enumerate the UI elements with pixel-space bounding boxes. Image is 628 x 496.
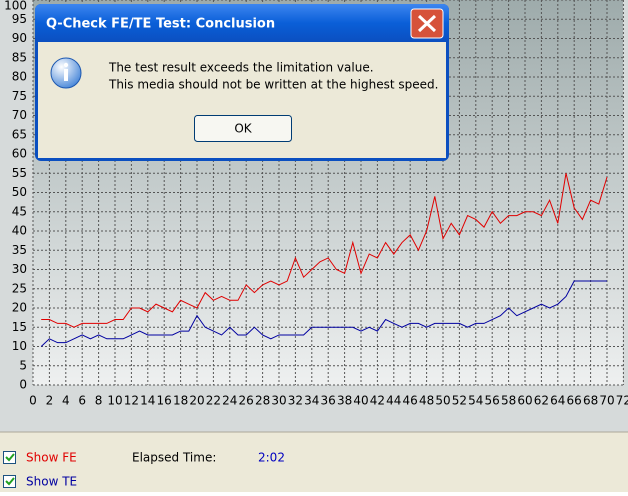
- x-tick-label: 46: [403, 394, 418, 408]
- ok-button[interactable]: OK: [194, 115, 292, 142]
- x-tick-label: 50: [435, 394, 450, 408]
- y-tick-label: 65: [12, 127, 27, 141]
- y-tick-label: 100: [4, 0, 27, 13]
- button-box[interactable]: [194, 115, 292, 142]
- y-tick-label: 50: [12, 185, 27, 199]
- close-icon: [417, 14, 437, 33]
- checkbox[interactable]: [3, 475, 16, 488]
- y-tick-label: 60: [12, 147, 27, 161]
- y-tick-label: 95: [12, 12, 27, 26]
- x-tick-label: 62: [534, 394, 549, 408]
- x-tick-label: 48: [419, 394, 434, 408]
- y-tick-label: 40: [12, 224, 27, 238]
- info-icon: [50, 57, 82, 89]
- dialog-title: Q-Check FE/TE Test: Conclusion: [46, 17, 275, 32]
- y-tick-label: 90: [12, 31, 27, 45]
- info-dot: [63, 62, 69, 68]
- y-tick-label: 0: [19, 378, 27, 392]
- x-tick-label: 20: [189, 394, 204, 408]
- dialog-message: The test result exceeds the limitation v…: [108, 61, 374, 75]
- dialog: Q-Check FE/TE Test: Conclusion The test …: [35, 4, 449, 161]
- elapsed-label: Elapsed Time:: [132, 451, 216, 465]
- elapsed-value: 2:02: [258, 451, 285, 465]
- title-bar: [35, 4, 449, 42]
- x-tick-label: 32: [288, 394, 303, 408]
- x-tick-label: 34: [304, 394, 319, 408]
- x-tick-label: 72: [616, 394, 628, 408]
- x-tick-label: 40: [353, 394, 368, 408]
- x-tick-label: 22: [206, 394, 221, 408]
- x-tick-label: 16: [157, 394, 172, 408]
- x-tick-label: 38: [337, 394, 352, 408]
- button-label[interactable]: OK: [234, 122, 252, 136]
- y-tick-label: 35: [12, 243, 27, 257]
- y-tick-label: 45: [12, 204, 27, 218]
- x-tick-label: 60: [517, 394, 532, 408]
- x-tick-label: 24: [222, 394, 237, 408]
- x-tick-label: 64: [550, 394, 565, 408]
- x-tick-label: 52: [452, 394, 467, 408]
- x-tick-label: 70: [599, 394, 614, 408]
- x-tick-label: 26: [239, 394, 254, 408]
- chart: 0510152025303540455055606570758085909510…: [4, 0, 628, 408]
- y-tick-label: 10: [12, 339, 27, 353]
- x-tick-label: 14: [140, 394, 155, 408]
- x-tick-label: 12: [124, 394, 139, 408]
- data-line: [41, 173, 608, 328]
- y-tick-label: 85: [12, 50, 27, 64]
- y-tick-label: 20: [12, 301, 27, 315]
- x-tick-label: 8: [95, 394, 103, 408]
- y-tick-label: 55: [12, 166, 27, 180]
- close-button[interactable]: [410, 8, 444, 39]
- x-tick-label: 56: [485, 394, 500, 408]
- x-tick-label: 54: [468, 394, 483, 408]
- x-tick-label: 28: [255, 394, 270, 408]
- x-tick-label: 2: [46, 394, 54, 408]
- x-tick-label: 36: [321, 394, 336, 408]
- y-tick-label: 5: [19, 358, 27, 372]
- show-te-checkbox[interactable]: Show TE: [3, 475, 78, 489]
- checkmark: [5, 453, 15, 462]
- show-fe-checkbox[interactable]: Show FE: [3, 451, 77, 465]
- x-tick-label: 30: [271, 394, 286, 408]
- x-tick-label: 10: [107, 394, 122, 408]
- x-tick-label: 6: [78, 394, 86, 408]
- y-tick-label: 80: [12, 70, 27, 84]
- control-panel: [0, 432, 628, 492]
- data-line: [40, 280, 607, 347]
- y-tick-label: 30: [12, 262, 27, 276]
- x-tick-label: 68: [583, 394, 598, 408]
- x-tick-label: 18: [173, 394, 188, 408]
- checkbox[interactable]: [3, 451, 16, 464]
- x-tick-label: 44: [386, 394, 401, 408]
- y-tick-label: 70: [12, 108, 27, 122]
- y-tick-label: 75: [12, 89, 27, 103]
- dialog-message: This media should not be written at the …: [108, 78, 438, 92]
- y-tick-label: 25: [12, 281, 27, 295]
- x-tick-label: 0: [29, 394, 37, 408]
- info-stem: [64, 69, 68, 81]
- checkmark: [5, 477, 15, 486]
- checkbox-label[interactable]: Show FE: [26, 451, 77, 465]
- x-tick-label: 58: [501, 394, 516, 408]
- x-tick-label: 66: [567, 394, 582, 408]
- x-tick-label: 4: [62, 394, 70, 408]
- checkbox-label[interactable]: Show TE: [26, 475, 77, 489]
- y-tick-label: 15: [12, 320, 27, 334]
- x-tick-label: 42: [370, 394, 385, 408]
